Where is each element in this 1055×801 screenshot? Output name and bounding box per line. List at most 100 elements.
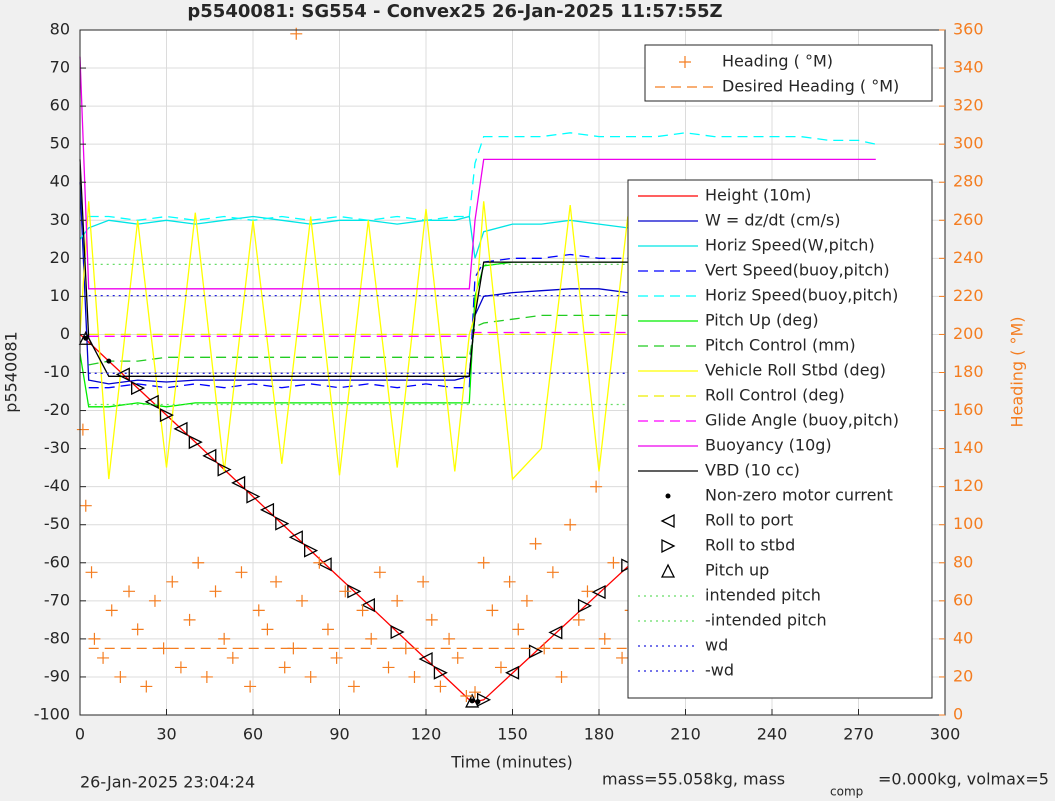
heading-point — [261, 623, 274, 636]
legend-label: Horiz Speed(W,pitch) — [705, 236, 875, 255]
y2-tick-label: 300 — [953, 134, 984, 153]
heading-point — [477, 556, 490, 569]
heading-point — [105, 604, 118, 617]
y-tick-label: -10 — [44, 362, 70, 381]
y2-tick-label: 80 — [953, 552, 973, 571]
roll-pitch-marker — [231, 475, 246, 490]
heading-point — [451, 651, 464, 664]
heading-point — [226, 651, 239, 664]
heading-point — [79, 499, 92, 512]
y-tick-label: -80 — [44, 628, 70, 647]
heading-point — [304, 670, 317, 683]
roll-pitch-marker — [505, 665, 520, 680]
heading-point — [512, 623, 525, 636]
heading-point — [365, 632, 378, 645]
y2-tick-label: 180 — [953, 362, 984, 381]
roll-pitch-marker — [288, 530, 303, 545]
y-tick-label: 80 — [50, 20, 70, 39]
y-tick-label: 30 — [50, 210, 70, 229]
y-tick-label: -30 — [44, 438, 70, 457]
heading-point — [581, 585, 594, 598]
heading-point — [529, 537, 542, 550]
roll-pitch-marker — [217, 462, 232, 477]
legend-label: Height (10m) — [705, 186, 811, 205]
heading-point — [443, 632, 456, 645]
x-tick-label: 120 — [411, 725, 442, 744]
heading-point — [469, 686, 482, 699]
legend-entries: Height (10m) W = dz/dt (cm/s) Horiz Speed(… — [638, 52, 899, 680]
legend-label: -intended pitch — [705, 611, 827, 630]
x-axis-label: Time (minutes) — [450, 753, 573, 772]
y2-tick-label: 280 — [953, 172, 984, 191]
heading-point — [296, 594, 309, 607]
heading-point — [356, 604, 369, 617]
heading-point — [373, 566, 386, 579]
heading-point — [200, 670, 213, 683]
heading-point — [148, 594, 161, 607]
roll-pitch-marker — [317, 557, 332, 572]
y2-tick-label: 340 — [953, 58, 984, 77]
y-tick-label: -100 — [34, 705, 70, 724]
y-tick-label: -70 — [44, 590, 70, 609]
x-tick-label: 0 — [75, 725, 85, 744]
heading-point — [598, 632, 611, 645]
roll-pitch-marker — [259, 502, 275, 517]
y2-tick-label: 160 — [953, 400, 984, 419]
footer-date: 26-Jan-2025 23:04:24 — [80, 773, 255, 792]
x-tick-label: 90 — [329, 725, 349, 744]
y-tick-label: 50 — [50, 134, 70, 153]
roll-pitch-marker — [188, 435, 203, 450]
legend — [627, 179, 933, 699]
heading-point — [679, 56, 691, 68]
heading-point — [313, 556, 326, 569]
heading-point — [321, 623, 334, 636]
x-tick-label: 60 — [243, 725, 263, 744]
footer-sub: comp — [830, 785, 863, 799]
y2-tick-label: 40 — [953, 628, 973, 647]
legend-label: wd — [705, 636, 728, 655]
motor-point — [665, 493, 671, 499]
legend-label: Pitch Control (mm) — [705, 336, 856, 355]
x-tick-label: 30 — [156, 725, 176, 744]
heading-point — [192, 556, 205, 569]
y2-tick-label: 0 — [953, 705, 963, 724]
heading-point — [235, 566, 248, 579]
roll-pitch-marker — [275, 516, 290, 531]
legend-label: intended pitch — [705, 586, 821, 605]
x-tick-label: 210 — [670, 725, 701, 744]
heading-point — [76, 423, 89, 436]
y-tick-label: -40 — [44, 476, 70, 495]
heading-point — [520, 594, 533, 607]
x-tick-label: 240 — [757, 725, 788, 744]
roll-pitch-marker — [144, 394, 159, 409]
roll-pitch-marker — [660, 513, 675, 529]
roll-pitch-marker — [591, 585, 606, 600]
y-tick-label: 10 — [50, 286, 70, 305]
heading-point — [88, 632, 101, 645]
series-line — [88, 331, 876, 337]
heading-point — [417, 575, 430, 588]
legend-label: W = dz/dt (cm/s) — [705, 211, 840, 230]
y2-tick-label: 320 — [953, 96, 984, 115]
legend-label: Roll to stbd — [705, 536, 795, 555]
y2-tick-label: 220 — [953, 286, 984, 305]
x-tick-label: 150 — [497, 725, 528, 744]
y-tick-label: 0 — [60, 324, 70, 343]
heading-point — [131, 623, 144, 636]
y-axis-label: p5540081 — [2, 331, 21, 412]
roll-pitch-marker — [577, 598, 593, 613]
x-tick-label: 300 — [930, 725, 961, 744]
legend-label: Vert Speed(buoy,pitch) — [705, 261, 890, 280]
chart-title: p5540081: SG554 - Convex25 26-Jan-2025 1… — [187, 1, 722, 22]
legend-label: Heading ( °M) — [722, 52, 833, 71]
heading-point — [607, 556, 620, 569]
heading-point — [339, 585, 352, 598]
heading-point — [140, 680, 153, 693]
heading-point — [546, 566, 559, 579]
heading-point — [572, 613, 585, 626]
roll-pitch-marker — [360, 597, 375, 613]
heading-point — [114, 670, 127, 683]
heading-point — [460, 689, 473, 702]
legend-label: VBD (10 cc) — [705, 461, 800, 480]
